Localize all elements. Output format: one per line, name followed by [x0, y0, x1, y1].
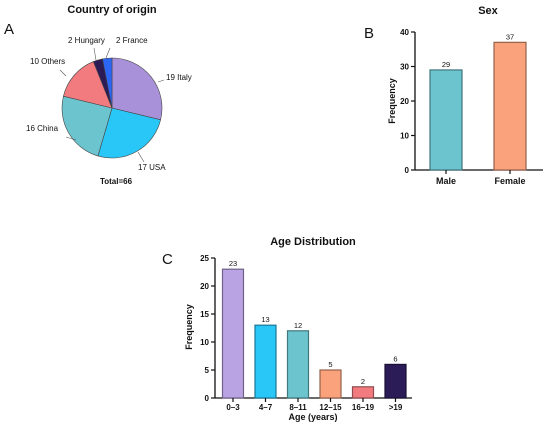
sex-ytick-label-30: 30 — [400, 63, 409, 72]
pie-label-10-others: 10 Others — [30, 57, 65, 66]
pie-leader-17-usa — [137, 151, 145, 163]
sex-y-ticks: 0 10 20 30 40 — [400, 28, 415, 175]
age-category-4-7: 4–7 — [259, 403, 273, 412]
pie-leader-19-italy — [157, 79, 165, 83]
pie-slice-2-france — [102, 57, 113, 109]
pie-leader-2-hungary — [93, 47, 97, 61]
age-ytick-label-0: 0 — [205, 394, 210, 403]
age-bar-19 — [384, 363, 407, 399]
age-category-19: >19 — [389, 403, 403, 412]
age-bar-8-11 — [286, 330, 310, 399]
sex-bar-male — [429, 69, 463, 171]
pie-total: Total=66 — [100, 177, 133, 186]
sex-bar-female — [493, 41, 527, 171]
age-category-8-11: 8–11 — [289, 403, 307, 412]
pie-slice-19-italy — [111, 57, 163, 121]
panel-label-a: A — [4, 21, 14, 38]
pie-label-17-usa: 17 USA — [138, 163, 166, 172]
pie-labels: 19 Italy 17 USA 16 China 10 Others 2 Hungary… — [26, 36, 192, 172]
pie-label-16-china: 16 China — [26, 124, 59, 133]
age-category-16-19: 16–19 — [352, 403, 375, 412]
age-value-4-7: 13 — [261, 315, 269, 324]
sex-ytick-label-0: 0 — [405, 166, 410, 175]
panel-label-c: C — [162, 251, 173, 268]
age-bars: 23 0–3 13 4–7 12 8–11 5 12–15 2 16–19 6 >19 — [221, 259, 407, 412]
age-ytick-label-15: 15 — [200, 310, 209, 319]
pie-leader-2-france — [105, 47, 111, 59]
sex-category-female: Female — [494, 176, 525, 186]
age-bar-0-3 — [221, 268, 245, 399]
sex-category-male: Male — [436, 176, 456, 186]
age-value-12-15: 5 — [328, 360, 332, 369]
panel-label-b: B — [364, 25, 374, 42]
age-y-ticks: 0 5 10 15 20 25 — [200, 254, 215, 403]
sex-ytick-label-20: 20 — [400, 97, 409, 106]
age-value-16-19: 2 — [361, 377, 365, 386]
sex-value-female: 37 — [506, 32, 514, 41]
age-category-0-3: 0–3 — [226, 403, 240, 412]
age-title: Age Distribution — [270, 236, 356, 248]
sex-bar-chart: Sex 0 10 20 30 40 29 Male 37 Female Frequency — [387, 5, 543, 186]
pie-slice-17-usa — [97, 107, 161, 159]
age-bar-12-15 — [319, 369, 342, 399]
age-ytick-label-20: 20 — [200, 282, 209, 291]
pie-chart: Country of origin 19 Italy 17 USA 16 China… — [26, 4, 192, 186]
age-value-0-3: 23 — [229, 259, 237, 268]
pie-slice-16-china — [61, 95, 113, 157]
age-category-12-15: 12–15 — [319, 403, 342, 412]
sex-bars: 29 Male 37 Female — [429, 32, 527, 186]
sex-value-male: 29 — [442, 60, 450, 69]
age-bar-4-7 — [254, 324, 277, 399]
age-value-8-11: 12 — [294, 321, 302, 330]
pie-slice-10-others — [63, 61, 113, 109]
age-y-axis-label: Frequency — [184, 304, 194, 350]
pie-title: Country of origin — [67, 4, 156, 16]
pie-label-19-italy: 19 Italy — [166, 73, 192, 82]
age-ytick-label-25: 25 — [200, 254, 209, 263]
pie-label-2-hungary: 2 Hungary — [68, 36, 105, 45]
sex-ytick-label-40: 40 — [400, 28, 409, 37]
age-ytick-label-10: 10 — [200, 338, 209, 347]
sex-title: Sex — [478, 5, 498, 17]
pie-leader-16-china — [65, 136, 77, 141]
pie-label-2-france: 2 France — [116, 36, 148, 45]
pie-leader-10-others — [59, 69, 67, 77]
age-ytick-label-5: 5 — [205, 366, 210, 375]
pie-slices — [61, 57, 163, 159]
age-x-axis-label: Age (years) — [288, 412, 337, 422]
age-value-19: 6 — [393, 354, 397, 363]
sex-ytick-label-10: 10 — [400, 132, 409, 141]
age-bar-16-19 — [351, 386, 375, 399]
sex-y-axis-label: Frequency — [387, 78, 397, 124]
